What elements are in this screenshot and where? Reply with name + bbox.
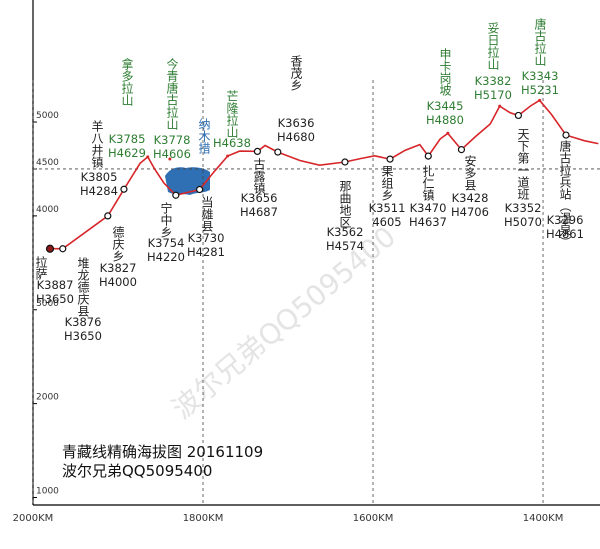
station-name: 当雄县 bbox=[200, 196, 214, 232]
station-km: K3754 bbox=[148, 236, 185, 250]
y-tick-label: 4000 bbox=[36, 205, 59, 215]
peak-marker bbox=[168, 157, 172, 161]
station-km: K3352 bbox=[505, 201, 542, 215]
y-tick-label: 2000 bbox=[36, 393, 59, 403]
station-name: 果组乡 bbox=[380, 165, 394, 201]
station-km: K3470 bbox=[410, 201, 447, 215]
station-name: 今青唐古拉山 bbox=[165, 57, 179, 130]
station-marker bbox=[424, 152, 432, 160]
y-tick-label: 5000 bbox=[36, 111, 59, 121]
station-name: 芒隆拉山 bbox=[225, 89, 239, 138]
y-tick-label: 4500 bbox=[36, 158, 59, 168]
station-km: K3827 bbox=[100, 261, 137, 275]
station-elevation: H4706 bbox=[451, 205, 489, 219]
station-marker bbox=[120, 185, 128, 193]
station-elevation: H5231 bbox=[521, 83, 559, 97]
station-km: K3445 bbox=[427, 99, 464, 113]
station-elevation: H3650 bbox=[36, 292, 74, 306]
station-name: 堆龙德庆县 bbox=[76, 257, 90, 317]
lake-label: 纳木措 bbox=[197, 118, 211, 154]
station-name: 申卡岗坡 bbox=[438, 48, 452, 96]
station-marker bbox=[386, 155, 394, 163]
station-marker bbox=[562, 131, 570, 139]
station-name: 扎仁镇 bbox=[421, 165, 435, 202]
station-name: 唐古拉山 bbox=[533, 17, 547, 66]
station-marker bbox=[172, 191, 180, 199]
peak-marker bbox=[538, 98, 542, 102]
station-elevation: H5070 bbox=[504, 215, 542, 229]
station-km: K3805 bbox=[81, 170, 118, 184]
station-km: K3636 bbox=[278, 116, 315, 130]
station-name: 香茂乡 bbox=[289, 55, 303, 91]
station-elevation: H4637 bbox=[409, 215, 447, 229]
station-name: 古露镇 bbox=[252, 157, 266, 195]
station-km: K3887 bbox=[37, 278, 74, 292]
y-tick-label: 1000 bbox=[36, 486, 59, 496]
station-km: K3562 bbox=[327, 225, 364, 239]
station-marker bbox=[274, 148, 282, 156]
station-marker bbox=[45, 244, 55, 253]
station-km: K3428 bbox=[452, 191, 489, 205]
y-tick-label: 3000 bbox=[36, 299, 59, 309]
station-elevation: H4880 bbox=[426, 113, 464, 127]
station-marker bbox=[59, 245, 67, 253]
station-km: K3296 bbox=[547, 213, 584, 227]
x-tick-label: 1400KM bbox=[523, 513, 564, 524]
station-elevation: H4284 bbox=[80, 184, 118, 198]
station-km: K3785 bbox=[109, 132, 146, 146]
station-marker bbox=[514, 111, 522, 120]
station-name: 天下第一道班 bbox=[516, 128, 530, 201]
peak-marker bbox=[446, 131, 450, 135]
peak-marker bbox=[146, 155, 150, 159]
station-elevation: H4861 bbox=[546, 227, 584, 241]
station-name: 那曲地区 bbox=[338, 180, 352, 228]
station-km: K3511 bbox=[369, 201, 406, 215]
station-elevation: H5170 bbox=[474, 88, 512, 102]
peak-marker bbox=[498, 104, 502, 108]
station-elevation: H4687 bbox=[240, 205, 278, 219]
station-elevation: H4606 bbox=[153, 147, 191, 161]
station-marker bbox=[341, 158, 349, 166]
station-elevation: H4220 bbox=[147, 250, 185, 264]
station-elevation: H4629 bbox=[108, 146, 146, 160]
station-marker bbox=[457, 146, 466, 154]
station-elevation: H4000 bbox=[99, 275, 137, 289]
station-name: 宁中乡 bbox=[159, 201, 173, 238]
chart-title: 青藏线精确海拔图 20161109 bbox=[62, 443, 263, 461]
station-km: K3778 bbox=[154, 133, 191, 147]
station-marker bbox=[253, 147, 262, 156]
station-elevation: H4281 bbox=[187, 245, 225, 259]
station-marker bbox=[104, 212, 112, 220]
station-km: K3730 bbox=[188, 231, 225, 245]
x-tick-label: 1800KM bbox=[183, 513, 224, 524]
x-tick-label: 1600KM bbox=[353, 513, 394, 524]
station-km: K3343 bbox=[522, 69, 559, 83]
station-km: K3656 bbox=[241, 191, 278, 205]
station-name: 拉萨 bbox=[34, 255, 48, 280]
station-name: 拿多拉山 bbox=[120, 57, 134, 106]
station-km: K3876 bbox=[65, 315, 102, 329]
peak-marker bbox=[226, 154, 230, 158]
profile-line bbox=[50, 99, 599, 250]
station-elevation: H4638 bbox=[213, 136, 251, 150]
station-km: K3382 bbox=[475, 74, 512, 88]
station-name: 安多县 bbox=[463, 154, 477, 191]
station-elevation: H4680 bbox=[277, 130, 315, 144]
station-name: 羊八井镇 bbox=[90, 119, 104, 169]
station-name: 德庆乡 bbox=[111, 225, 125, 262]
station-name: 唐古拉兵站（温泉） bbox=[558, 139, 572, 248]
grid: 1000 2000 3000 4000 4500 5000 2000KM 1800KM 1600… bbox=[13, 80, 600, 524]
station-marker bbox=[196, 185, 204, 194]
station-name: 妥日拉山 bbox=[486, 22, 500, 70]
chart-subtitle: 波尔兄弟QQ5095400 bbox=[62, 462, 212, 480]
station-elevation: H4574 bbox=[326, 239, 364, 253]
station-elevation: H3650 bbox=[64, 329, 102, 343]
x-tick-label: 2000KM bbox=[13, 513, 54, 524]
station-elevation: 4605 bbox=[372, 215, 401, 229]
